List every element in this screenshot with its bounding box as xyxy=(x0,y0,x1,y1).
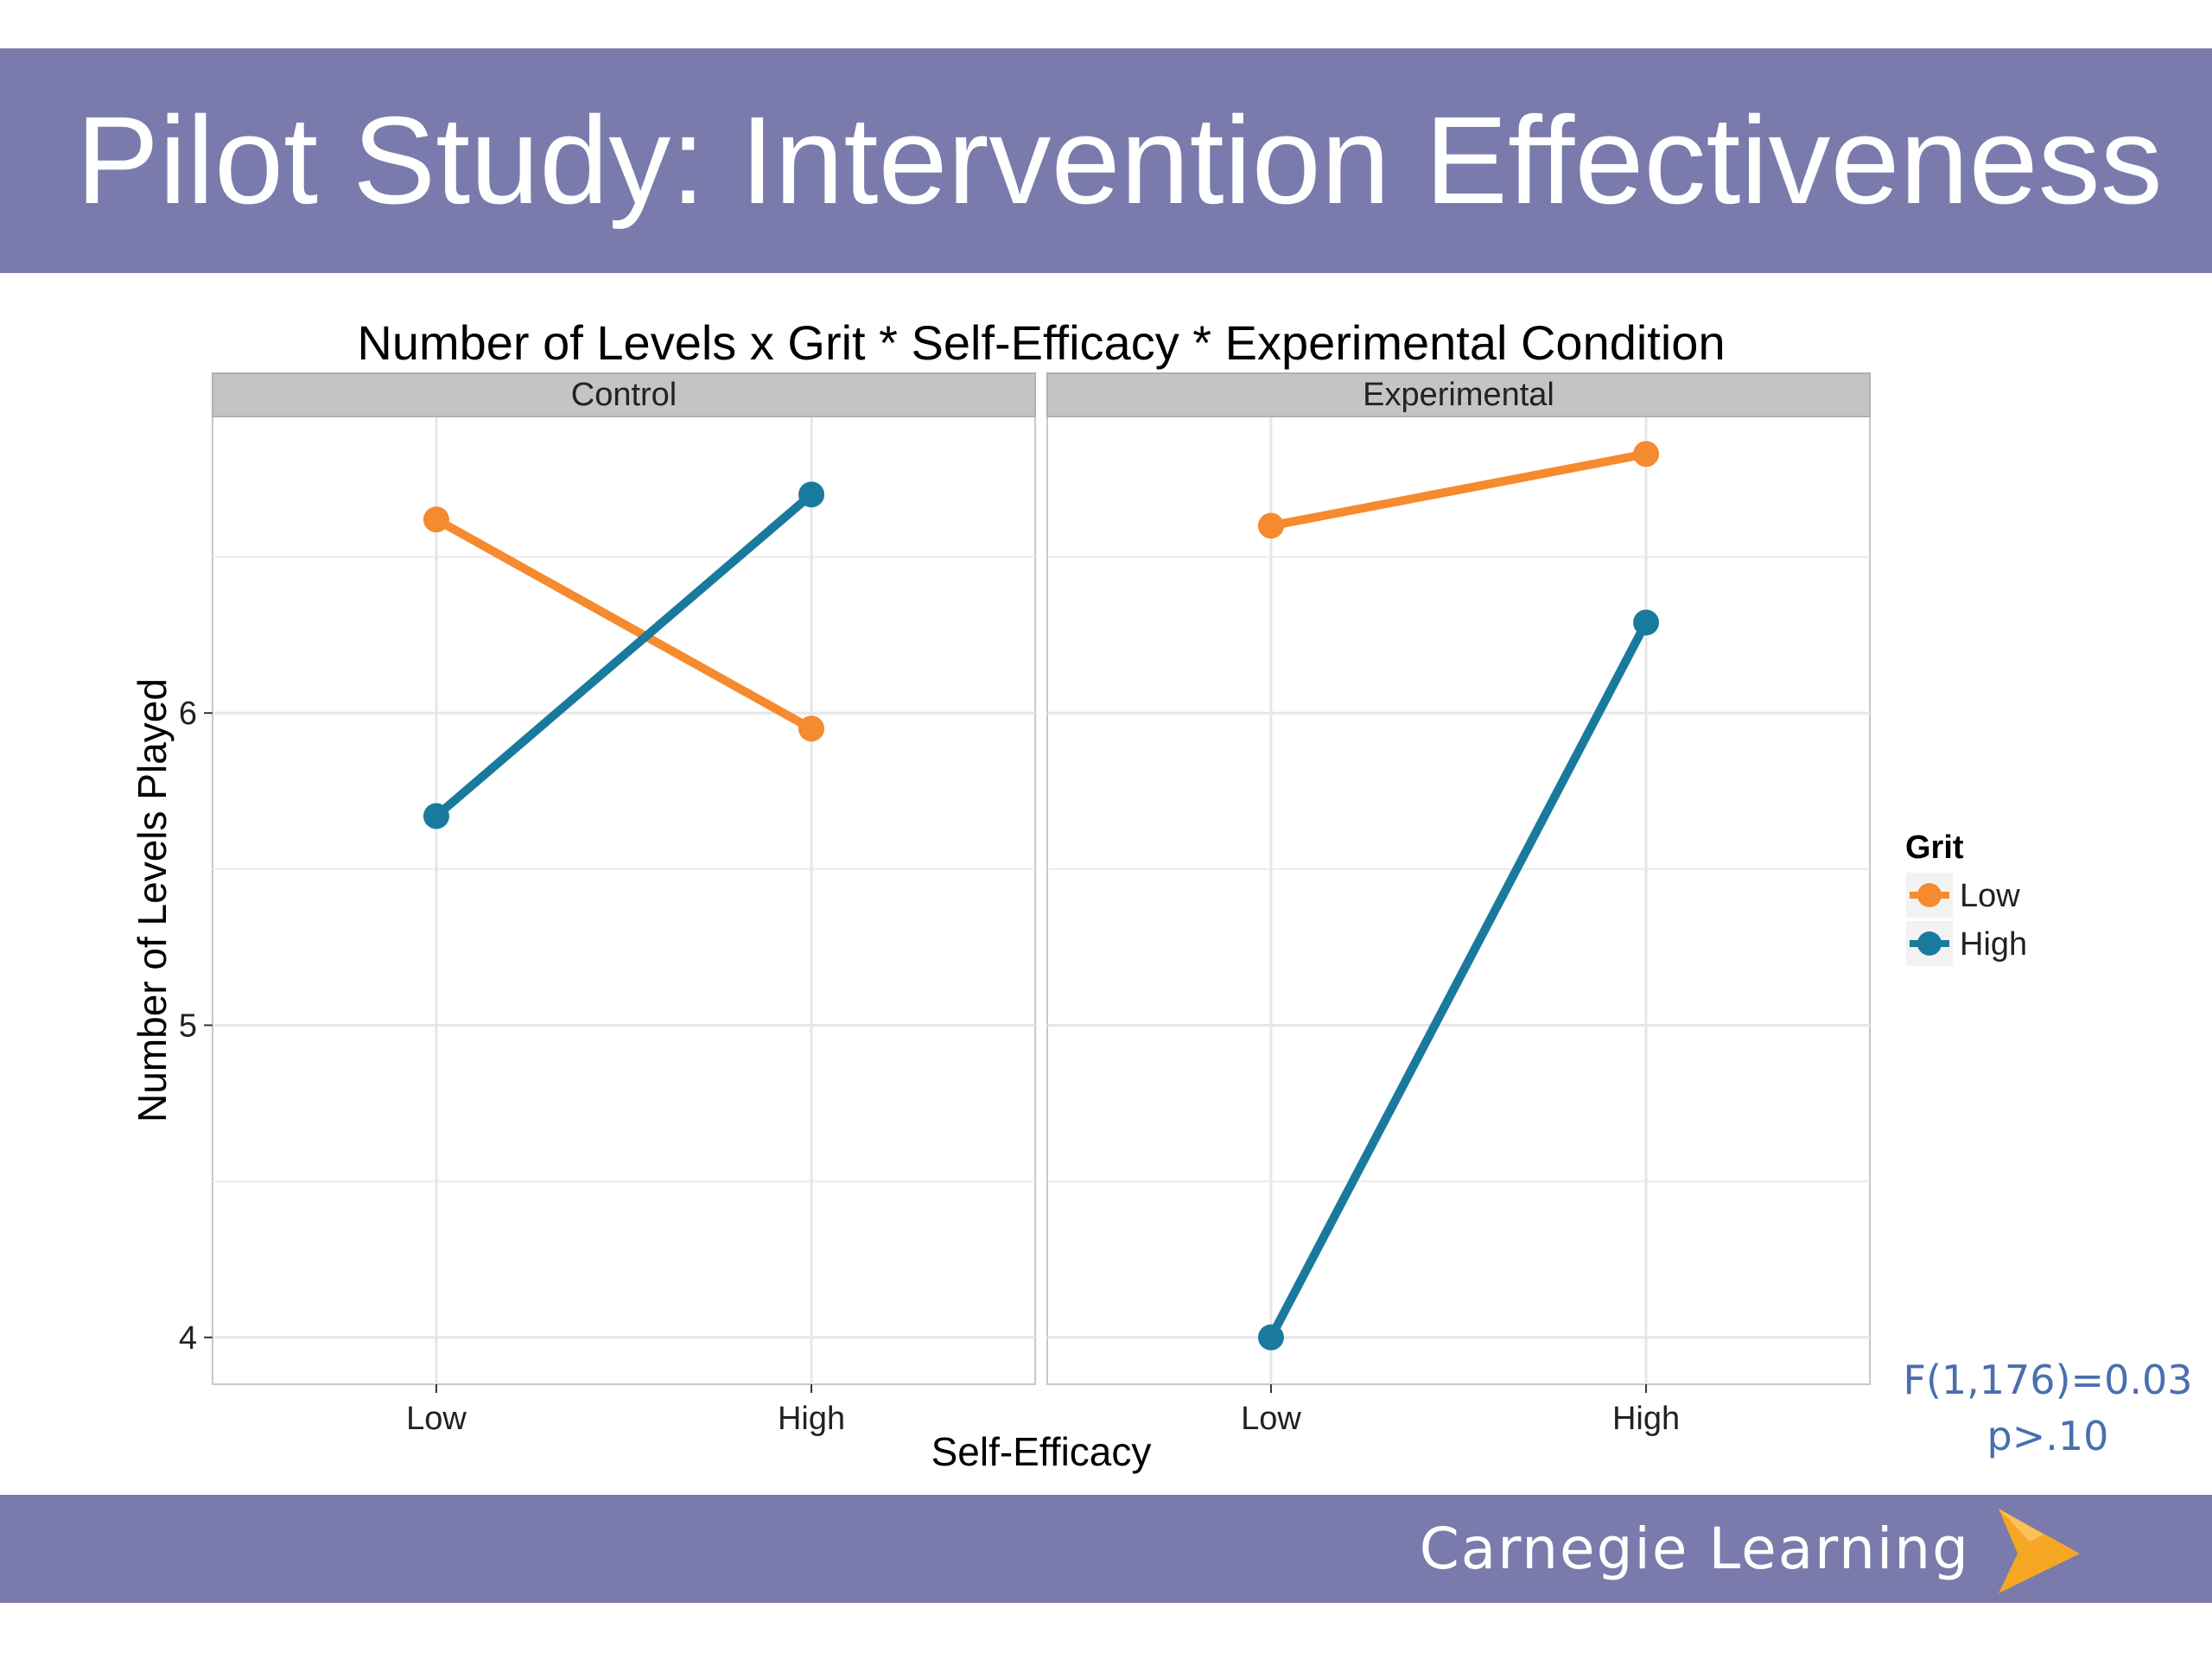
data-point-low xyxy=(423,506,449,533)
x-axis-title: Self-Efficacy xyxy=(931,1429,1152,1474)
footer-band: Carnegie Learning xyxy=(0,1495,2212,1603)
chevron-right-icon xyxy=(1999,1509,2080,1593)
chart-title: Number of Levels x Grit * Self-Efficacy … xyxy=(357,315,1725,370)
data-point-low xyxy=(798,715,825,742)
x-tick-label: High xyxy=(1612,1401,1680,1437)
data-point-high xyxy=(1257,1324,1284,1351)
slide-title: Pilot Study: Intervention Effectiveness xyxy=(76,91,2163,230)
legend-title: Grit xyxy=(1905,830,1964,866)
series-line-low xyxy=(431,515,817,734)
data-point-low xyxy=(1257,512,1284,539)
panel-background xyxy=(212,416,1036,1385)
facet-label: Experimental xyxy=(1363,377,1554,413)
x-tick-label: Low xyxy=(406,1401,467,1437)
y-tick-label: 5 xyxy=(179,1008,197,1045)
legend-label: High xyxy=(1960,926,2027,963)
y-tick-label: 4 xyxy=(179,1320,197,1357)
panel-background xyxy=(1046,416,1871,1385)
f-statistic: F(1,176)=0.03 xyxy=(1903,1357,2193,1403)
data-point-low xyxy=(1633,441,1660,467)
legend-label: Low xyxy=(1960,878,2020,914)
series-line-high xyxy=(431,490,817,821)
chart: Number of Levels x Grit * Self-Efficacy … xyxy=(130,315,2027,1474)
legend-point-high xyxy=(1917,931,1942,956)
facet-strip xyxy=(212,372,1036,417)
data-point-high xyxy=(798,481,825,508)
data-point-high xyxy=(423,803,449,830)
series-line-high xyxy=(1266,618,1651,1342)
x-tick-label: Low xyxy=(1241,1401,1301,1437)
facet-strip xyxy=(1046,372,1871,417)
brand-name: Carnegie Learning xyxy=(1419,1516,1970,1582)
legend-point-low xyxy=(1917,883,1942,907)
series-line-low xyxy=(1266,449,1651,531)
y-tick-label: 6 xyxy=(179,696,197,732)
p-value: p>.10 xyxy=(1986,1413,2109,1459)
y-axis-title: Number of Levels Played xyxy=(130,678,175,1122)
title-band: Pilot Study: Intervention Effectiveness xyxy=(0,48,2212,273)
facet-label: Control xyxy=(571,377,677,413)
data-point-high xyxy=(1633,609,1660,636)
x-tick-label: High xyxy=(778,1401,845,1437)
